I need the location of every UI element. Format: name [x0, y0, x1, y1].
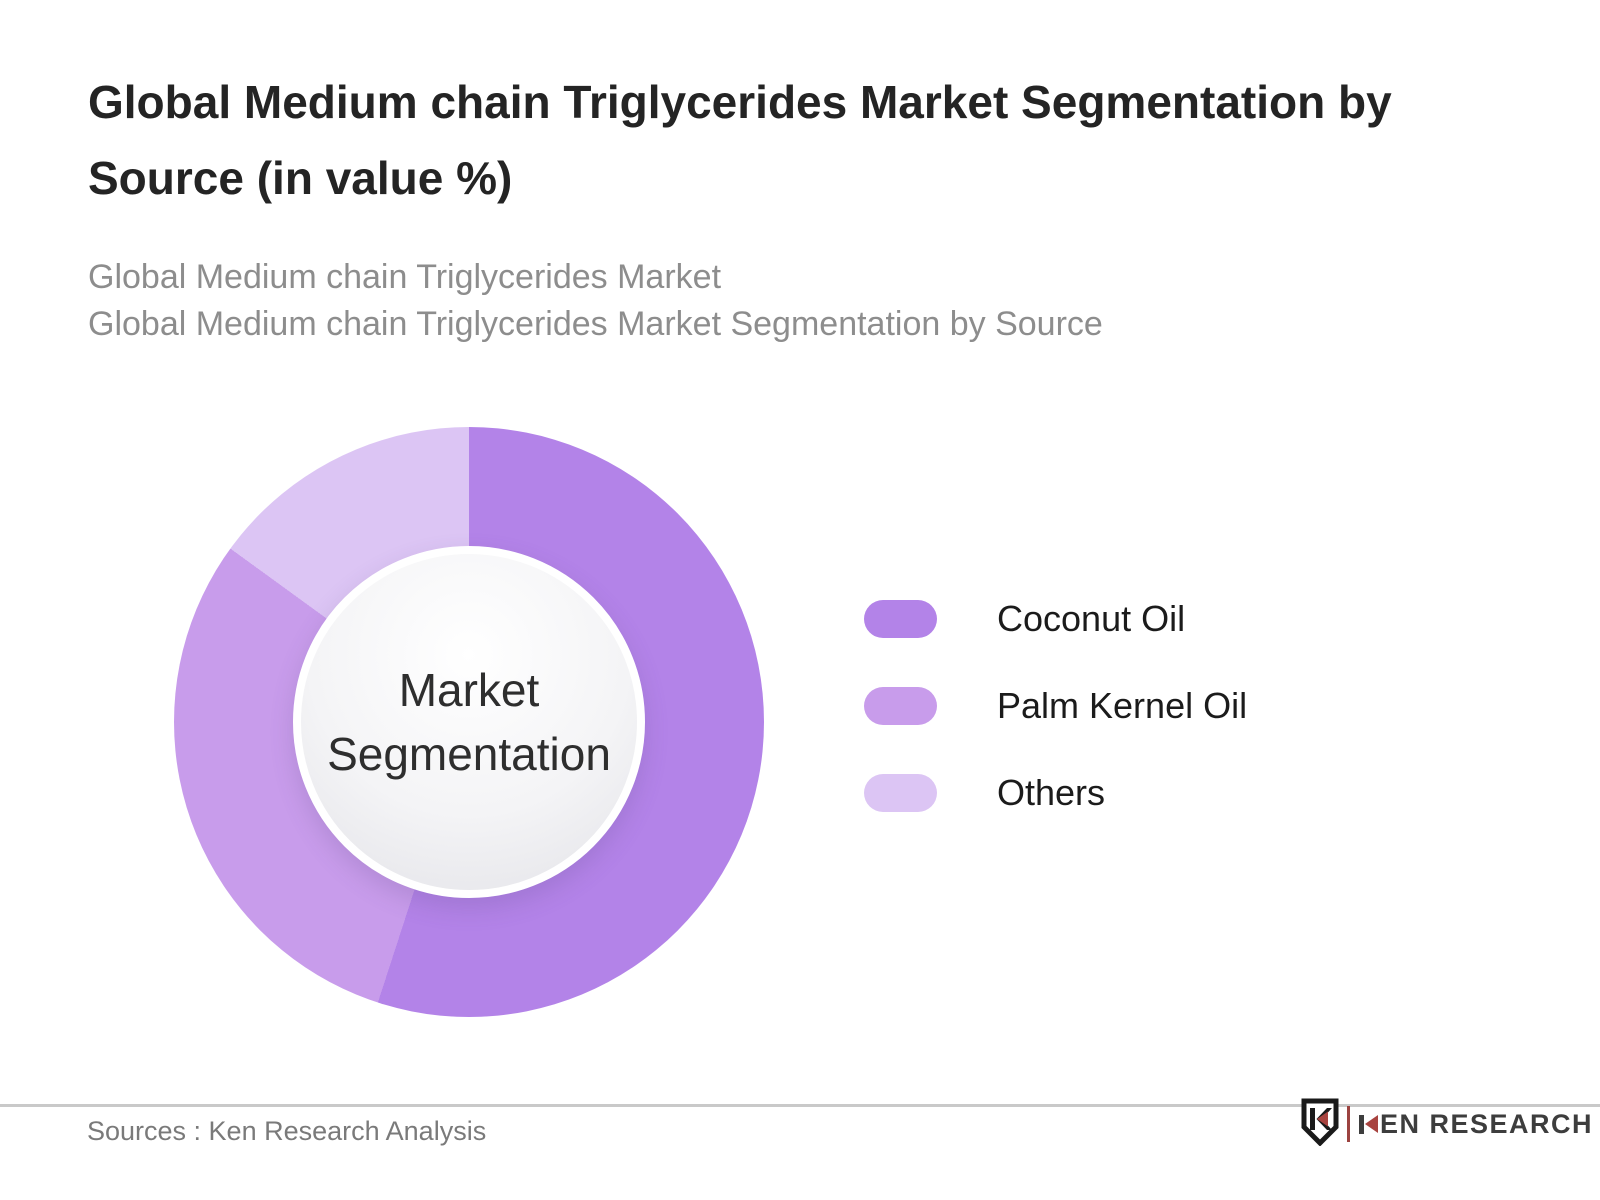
legend-item: Palm Kernel Oil	[864, 685, 1248, 726]
logo-k-icon	[1359, 1114, 1379, 1134]
sources-text: Sources : Ken Research Analysis	[87, 1116, 487, 1146]
donut-center-label: Market Segmentation	[327, 664, 611, 780]
ken-research-logo: EN RESEARCH	[1300, 1098, 1593, 1151]
legend-label: Palm Kernel Oil	[997, 685, 1248, 726]
donut-chart: Market Segmentation	[174, 427, 764, 1017]
ken-badge-icon	[1300, 1098, 1340, 1151]
legend-label: Others	[997, 772, 1106, 813]
legend-swatch	[864, 687, 937, 725]
legend-swatch	[864, 600, 937, 638]
legend-item: Others	[864, 772, 1247, 813]
legend-swatch	[864, 774, 937, 812]
legend-item: Coconut Oil	[864, 598, 1247, 639]
chart-subtitle: Global Medium chain Triglycerides Market…	[88, 254, 1103, 348]
subtitle-line-1: Global Medium chain Triglycerides Market	[88, 258, 722, 296]
logo-wordmark: EN RESEARCH	[1359, 1109, 1593, 1140]
logo-wordmark-rest: EN RESEARCH	[1380, 1108, 1594, 1139]
legend: Coconut Oil Palm Kernel Oil Others	[864, 598, 1248, 813]
subtitle-line-2: Global Medium chain Triglycerides Market…	[88, 305, 1103, 343]
legend-label: Coconut Oil	[997, 598, 1186, 639]
chart-title: Global Medium chain Triglycerides Market…	[88, 76, 1392, 204]
footer-divider	[0, 1104, 1600, 1107]
donut-center-circle: Market Segmentation	[293, 546, 645, 898]
logo-separator	[1347, 1106, 1350, 1142]
